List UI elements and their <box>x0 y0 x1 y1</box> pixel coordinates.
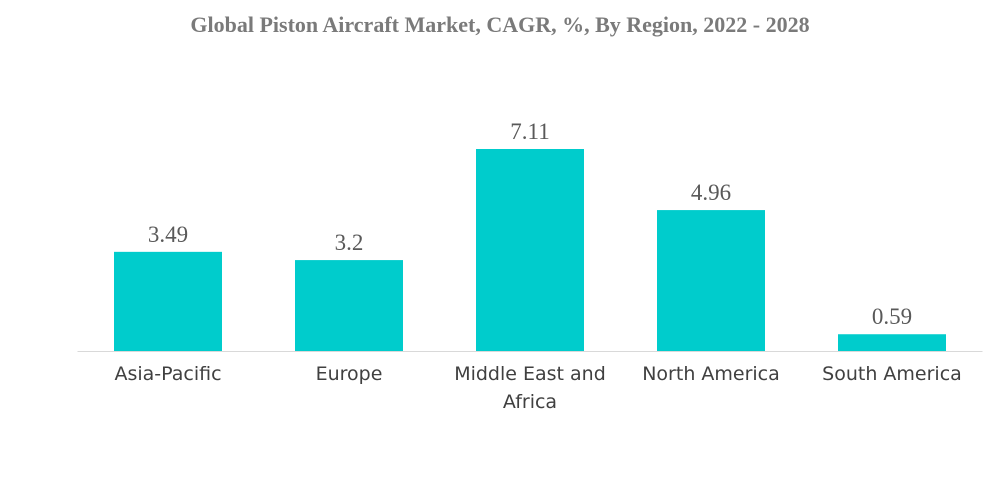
category-label-line: South America <box>822 363 962 385</box>
category-label-line: Africa <box>503 391 557 413</box>
value-label-south-america: 0.59 <box>872 304 912 329</box>
bar-north-america <box>657 210 765 351</box>
value-label-europe: 3.2 <box>335 230 364 255</box>
bars-layer <box>114 149 946 351</box>
chart-title: Global Piston Aircraft Market, CAGR, %, … <box>190 12 810 37</box>
category-label-europe: Europe <box>316 363 383 385</box>
category-label-asia-pacific: Asia-Pacific <box>114 363 221 385</box>
category-label-line: Middle East and <box>454 363 606 385</box>
category-label-north-america: North America <box>642 363 780 385</box>
value-label-north-america: 4.96 <box>691 180 731 205</box>
bar-south-america <box>838 334 946 351</box>
bar-europe <box>295 260 403 351</box>
category-label-middle-east-and-africa: Middle East and Africa <box>454 363 606 413</box>
category-label-line: Europe <box>316 363 383 385</box>
bar-asia-pacific <box>114 251 222 351</box>
category-labels-layer: Asia-Pacific Europe Middle East and Africa N… <box>114 363 961 413</box>
value-label-asia-pacific: 3.49 <box>148 222 188 247</box>
category-label-south-america: South America <box>822 363 962 385</box>
value-labels-layer: 3.49 3.2 7.11 4.96 0.59 <box>148 119 912 329</box>
value-label-middle-east-and-africa: 7.11 <box>510 119 549 144</box>
bar-middle-east-and-africa <box>476 149 584 351</box>
category-label-line: North America <box>642 363 780 385</box>
category-label-line: Asia-Pacific <box>114 363 221 385</box>
